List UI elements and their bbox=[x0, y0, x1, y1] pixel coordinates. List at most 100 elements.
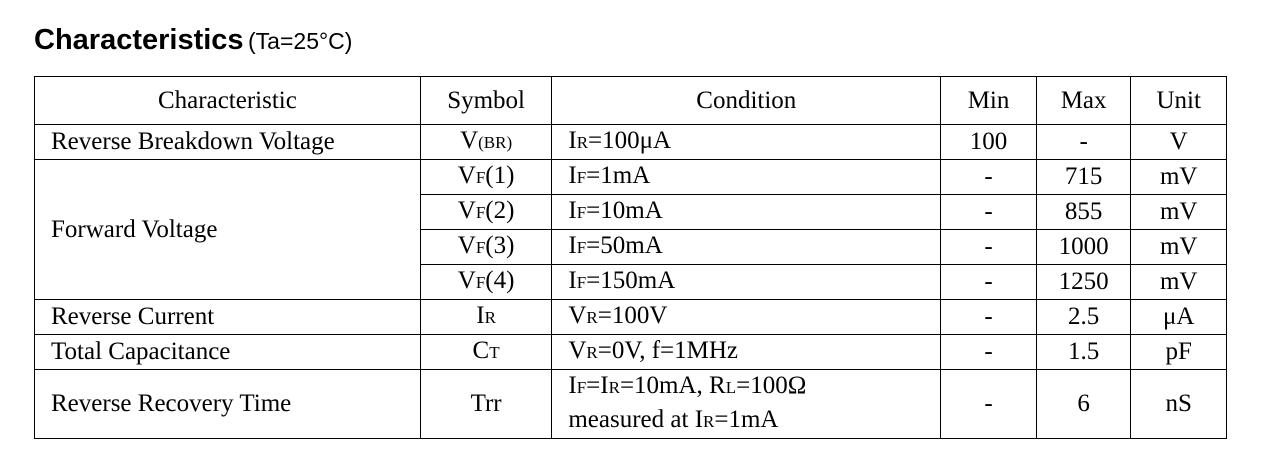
text-part: =100Ω bbox=[736, 372, 807, 399]
condition-cell: IF=10mA bbox=[551, 194, 942, 230]
subscript: T bbox=[489, 343, 500, 362]
text-part: =10mA, R bbox=[619, 372, 726, 399]
condition-line: IR=100μA bbox=[568, 125, 940, 159]
table-row: Total Capacitance CT VR=0V, f=1MHz -1.5 pF bbox=[34, 334, 1227, 370]
table-row: Reverse Recovery Time Trr IF=IR=10mA, RL=1… bbox=[34, 369, 1227, 439]
text-part: =50mA bbox=[586, 232, 663, 259]
text-part: V bbox=[457, 267, 476, 294]
min-cell: - bbox=[940, 264, 1037, 300]
condition-cell: VR=100V bbox=[551, 299, 942, 335]
text-part: V bbox=[460, 127, 479, 154]
subscript: F bbox=[475, 168, 486, 187]
characteristic-cell: Total Capacitance bbox=[34, 334, 421, 370]
characteristic-cell: Forward Voltage bbox=[34, 159, 421, 300]
subscript: F bbox=[576, 238, 587, 257]
text-part: (4) bbox=[485, 267, 515, 294]
column-header: Unit bbox=[1130, 76, 1227, 125]
text-part: I bbox=[568, 197, 577, 224]
condition-cell: IR=100μA bbox=[551, 124, 942, 160]
min-cell: - bbox=[940, 194, 1037, 230]
max-cell: 715 bbox=[1035, 159, 1132, 195]
text-part: I bbox=[568, 162, 577, 189]
max-cell: - bbox=[1035, 124, 1132, 160]
subscript: R bbox=[586, 308, 598, 327]
text-part: (1) bbox=[485, 162, 515, 189]
unit-cell: pF bbox=[1130, 334, 1227, 370]
text-part: V bbox=[568, 302, 587, 329]
text-part: =0V, f=1MHz bbox=[597, 337, 738, 364]
max-cell: 6 bbox=[1035, 369, 1132, 439]
symbol-cell: IR bbox=[419, 299, 553, 335]
condition-cell: IF=IR=10mA, RL=100Ω measured at IR=1mA bbox=[551, 369, 942, 439]
subscript: R bbox=[586, 343, 598, 362]
condition-line: IF=1mA bbox=[568, 160, 940, 194]
subscript: L bbox=[725, 378, 737, 397]
min-cell: - bbox=[940, 229, 1037, 265]
symbol-cell: VF(4) bbox=[419, 264, 553, 300]
text-part: V bbox=[457, 232, 476, 259]
text-part: V bbox=[457, 197, 476, 224]
min-cell: 100 bbox=[940, 124, 1037, 160]
text-part: =10mA bbox=[586, 197, 663, 224]
symbol-cell: VF(3) bbox=[419, 229, 553, 265]
condition-cell: IF=150mA bbox=[551, 264, 942, 300]
symbol-cell: Trr bbox=[419, 369, 553, 439]
text-part: I bbox=[568, 127, 577, 154]
unit-cell: mV bbox=[1130, 229, 1227, 265]
text-part: V bbox=[457, 162, 476, 189]
max-cell: 1000 bbox=[1035, 229, 1132, 265]
text-part: =100V bbox=[597, 302, 668, 329]
condition-cell: IF=1mA bbox=[551, 159, 942, 195]
condition-cell: IF=50mA bbox=[551, 229, 942, 265]
subscript: R bbox=[576, 133, 589, 152]
condition-line: IF=50mA bbox=[568, 230, 940, 264]
subscript: R bbox=[484, 308, 496, 327]
text-part: (3) bbox=[485, 232, 515, 259]
symbol-cell: VF(2) bbox=[419, 194, 553, 230]
text-part: I bbox=[568, 232, 577, 259]
subscript: F bbox=[576, 203, 587, 222]
title: Characteristics bbox=[34, 24, 244, 56]
header-row: Characteristic Symbol Condition Min Max Unit bbox=[34, 76, 1227, 125]
condition-line: VR=0V, f=1MHz bbox=[568, 335, 940, 369]
unit-cell: mV bbox=[1130, 194, 1227, 230]
text-part: V bbox=[568, 337, 587, 364]
heading: Characteristics (Ta=25°C) bbox=[34, 24, 352, 57]
unit-cell: V bbox=[1130, 124, 1227, 160]
min-cell: - bbox=[940, 369, 1037, 439]
spec-table: Characteristic Symbol Condition Min Max Unit … bbox=[34, 76, 1227, 439]
text-part: C bbox=[472, 337, 490, 364]
subscript: F bbox=[475, 273, 486, 292]
max-cell: 1250 bbox=[1035, 264, 1132, 300]
symbol-cell: VF(1) bbox=[419, 159, 553, 195]
title-condition: (Ta=25°C) bbox=[248, 28, 353, 54]
condition-line: VR=100V bbox=[568, 300, 940, 334]
text-part: =I bbox=[586, 372, 609, 399]
column-header: Condition bbox=[551, 76, 942, 125]
condition-line: measured at IR=1mA bbox=[568, 404, 940, 438]
unit-cell: nS bbox=[1130, 369, 1227, 439]
subscript: R bbox=[703, 412, 715, 431]
max-cell: 855 bbox=[1035, 194, 1132, 230]
text-part: I bbox=[568, 372, 577, 399]
table-row: Reverse Breakdown Voltage V(BR) IR=100μA 10… bbox=[34, 124, 1227, 160]
subscript: (BR) bbox=[478, 133, 513, 152]
text-part: Trr bbox=[470, 390, 502, 417]
max-cell: 1.5 bbox=[1035, 334, 1132, 370]
condition-line: IF=IR=10mA, RL=100Ω bbox=[568, 370, 940, 404]
subscript: F bbox=[576, 168, 587, 187]
text-part: (2) bbox=[485, 197, 515, 224]
subscript: F bbox=[475, 203, 486, 222]
condition-line: IF=10mA bbox=[568, 195, 940, 229]
symbol-cell: CT bbox=[419, 334, 553, 370]
table-row: Reverse Current IR VR=100V -2.5 μA bbox=[34, 299, 1227, 335]
text-part: measured at I bbox=[568, 406, 704, 433]
characteristic-cell: Reverse Current bbox=[34, 299, 421, 335]
min-cell: - bbox=[940, 299, 1037, 335]
characteristic-cell: Reverse Recovery Time bbox=[34, 369, 421, 439]
characteristic-cell: Reverse Breakdown Voltage bbox=[34, 124, 421, 160]
text-part: =1mA bbox=[586, 162, 651, 189]
column-header: Characteristic bbox=[34, 76, 421, 125]
min-cell: - bbox=[940, 334, 1037, 370]
